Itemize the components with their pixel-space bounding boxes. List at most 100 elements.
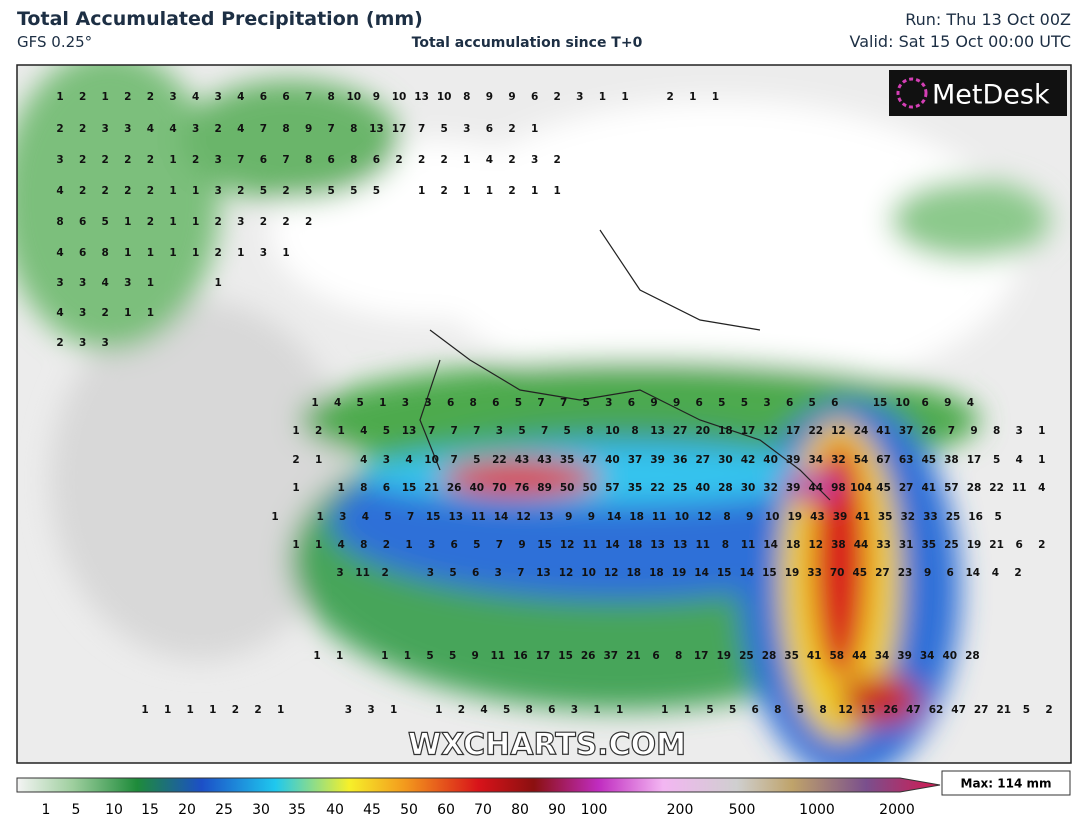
grid-value: 7 — [496, 539, 503, 551]
grid-value: 3 — [496, 425, 503, 437]
grid-value: 4 — [56, 247, 63, 259]
grid-value: 2 — [147, 216, 154, 228]
grid-value: 98 — [831, 482, 846, 494]
grid-value: 39 — [786, 482, 801, 494]
grid-value: 7 — [260, 123, 267, 135]
grid-value: 1 — [282, 247, 289, 259]
grid-value: 5 — [797, 704, 804, 716]
grid-value: 2 — [56, 123, 63, 135]
grid-value: 7 — [328, 123, 335, 135]
grid-value: 1 — [338, 482, 345, 494]
grid-value: 14 — [605, 539, 620, 551]
grid-value: 14 — [763, 539, 778, 551]
grid-value: 12 — [697, 511, 712, 523]
grid-value: 2 — [315, 425, 322, 437]
grid-value: 18 — [629, 511, 644, 523]
grid-value: 39 — [833, 511, 848, 523]
max-label: Max: 114 mm — [961, 777, 1052, 791]
grid-value: 1 — [379, 397, 386, 409]
grid-value: 2 — [508, 185, 515, 197]
grid-value: 4 — [360, 454, 367, 466]
grid-value: 6 — [328, 154, 335, 166]
grid-value: 1 — [593, 704, 600, 716]
grid-value: 27 — [695, 454, 710, 466]
grid-value: 5 — [515, 397, 522, 409]
grid-value: 4 — [486, 154, 493, 166]
grid-value: 44 — [854, 539, 869, 551]
grid-value: 5 — [305, 185, 312, 197]
grid-value: 5 — [706, 704, 713, 716]
grid-value: 11 — [490, 650, 505, 662]
grid-value: 5 — [718, 397, 725, 409]
grid-value: 4 — [405, 454, 412, 466]
grid-value: 9 — [373, 91, 380, 103]
title: Total Accumulated Precipitation (mm) — [17, 8, 423, 30]
grid-value: 5 — [503, 704, 510, 716]
grid-value: 4 — [967, 397, 974, 409]
grid-value: 21 — [996, 704, 1011, 716]
grid-value: 1 — [192, 216, 199, 228]
grid-value: 1 — [164, 704, 171, 716]
grid-value: 7 — [428, 425, 435, 437]
grid-value: 1 — [215, 277, 222, 289]
grid-value: 6 — [752, 704, 759, 716]
grid-value: 3 — [495, 567, 502, 579]
grid-value: 2 — [79, 91, 86, 103]
grid-value: 42 — [741, 454, 756, 466]
colorbar-tick-label: 1 — [42, 802, 51, 818]
grid-value: 15 — [717, 567, 732, 579]
logo-box: MetDesk — [889, 70, 1067, 116]
grid-value: 12 — [516, 511, 531, 523]
grid-value: 44 — [852, 650, 867, 662]
grid-value: 1 — [169, 154, 176, 166]
grid-value: 6 — [652, 650, 659, 662]
grid-value: 12 — [838, 704, 853, 716]
grid-value: 63 — [899, 454, 914, 466]
grid-value: 37 — [899, 425, 914, 437]
grid-value: 4 — [338, 539, 345, 551]
grid-value: 1 — [463, 185, 470, 197]
grid-value: 5 — [995, 511, 1002, 523]
grid-value: 27 — [899, 482, 914, 494]
grid-value: 1 — [531, 123, 538, 135]
grid-value: 8 — [723, 511, 730, 523]
grid-value: 8 — [360, 539, 367, 551]
grid-value: 3 — [576, 91, 583, 103]
grid-value: 5 — [583, 397, 590, 409]
grid-value: 1 — [531, 185, 538, 197]
colorbar-tick-label: 2000 — [879, 802, 915, 818]
grid-value: 1 — [56, 91, 63, 103]
grid-value: 5 — [1023, 704, 1030, 716]
grid-value: 4 — [102, 277, 109, 289]
grid-value: 2 — [554, 91, 561, 103]
grid-value: 8 — [350, 154, 357, 166]
grid-value: 1 — [712, 91, 719, 103]
grid-value: 1 — [418, 185, 425, 197]
grid-value: 9 — [650, 397, 657, 409]
grid-value: 10 — [605, 425, 620, 437]
grid-value: 2 — [1045, 704, 1052, 716]
grid-value: 19 — [787, 511, 802, 523]
grid-value: 1 — [381, 650, 388, 662]
grid-value: 26 — [581, 650, 596, 662]
grid-value: 7 — [451, 454, 458, 466]
grid-value: 2 — [147, 185, 154, 197]
grid-value: 2 — [124, 154, 131, 166]
grid-value: 22 — [989, 482, 1004, 494]
grid-value: 6 — [831, 397, 838, 409]
grid-value: 45 — [852, 567, 867, 579]
colorbar-tick-label: 10 — [105, 802, 123, 818]
grid-value: 35 — [921, 539, 936, 551]
grid-value: 8 — [102, 247, 109, 259]
grid-value: 6 — [492, 397, 499, 409]
grid-value: 15 — [426, 511, 441, 523]
grid-value: 4 — [360, 425, 367, 437]
grid-value: 4 — [237, 91, 244, 103]
grid-value: 12 — [604, 567, 619, 579]
map: 1 2 1 2 2 3 4 3 4 6 6 7 8 10 9 10 13 10 8 9 9 6 2 3 1 1 2 1 12 2 3 3 4 4 3… — [17, 65, 1071, 763]
grid-value: 2 — [395, 154, 402, 166]
grid-value: 11 — [355, 567, 370, 579]
grid-value: 14 — [607, 511, 622, 523]
watermark: WXCHARTS.COM — [408, 728, 686, 763]
grid-value: 9 — [305, 123, 312, 135]
